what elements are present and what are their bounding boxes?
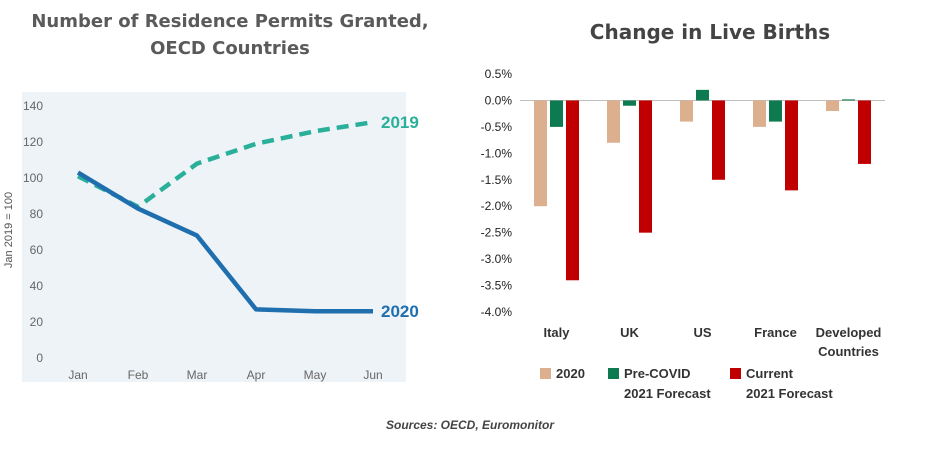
- live-births-bar-chart: 0.5% 0.0% -0.5% -1.0% -1.5% -2.0% -2.5% -3.0% -3…: [481, 67, 885, 359]
- right-x-category-label: Developed: [816, 325, 882, 340]
- bar-france-s1: [769, 100, 782, 122]
- legend-swatch-2020: [540, 368, 551, 379]
- series-end-label-2019: 2019: [381, 113, 419, 132]
- bar-developed-countries-s2: [858, 100, 871, 164]
- left-x-tick-label: Jan: [68, 368, 87, 382]
- left-chart-y-axis-label: Jan 2019 = 100: [3, 192, 15, 268]
- bar-developed-countries-s1: [842, 99, 855, 101]
- right-y-tick-label: 0.0%: [485, 93, 513, 107]
- right-x-category-label: US: [693, 325, 711, 340]
- right-y-tick-label: -1.5%: [481, 173, 513, 187]
- right-y-tick-label: -0.5%: [481, 120, 513, 134]
- left-chart-plot-background: [22, 92, 406, 382]
- right-y-tick-label: -1.0%: [481, 146, 513, 160]
- left-chart-title-line1: Number of Residence Permits Granted,: [31, 11, 429, 32]
- left-chart-title-line2: OECD Countries: [150, 38, 310, 59]
- legend-label-current-line2: 2021 Forecast: [746, 386, 833, 401]
- left-x-tick-label: May: [304, 368, 327, 382]
- right-x-category-label: Countries: [818, 344, 879, 359]
- right-y-tick-label: -2.5%: [481, 226, 513, 240]
- left-y-tick-label: 80: [30, 207, 44, 221]
- bar-france-s0: [753, 100, 766, 127]
- left-y-tick-label: 60: [30, 243, 44, 257]
- legend-label-precovid-line1: Pre-COVID: [624, 366, 691, 381]
- right-y-tick-label: -3.5%: [481, 279, 513, 293]
- sources-note: Sources: OECD, Euromonitor: [385, 418, 555, 432]
- left-y-tick-label: 100: [23, 171, 43, 185]
- bar-italy-s1: [550, 100, 563, 127]
- legend-label-current-line1: Current: [746, 366, 793, 381]
- left-y-tick-label: 40: [30, 279, 44, 293]
- bar-us-s2: [712, 100, 725, 180]
- right-chart-legend: 2020 Pre-COVID 2021 Forecast Current 202…: [540, 364, 900, 408]
- left-y-tick-label: 0: [36, 351, 43, 365]
- bar-us-s1: [696, 89, 709, 101]
- right-x-category-label: France: [754, 325, 797, 340]
- left-y-tick-label: 120: [23, 135, 43, 149]
- bar-italy-s2: [566, 100, 579, 281]
- right-x-category-label: Italy: [543, 325, 570, 340]
- left-x-tick-label: Feb: [128, 368, 149, 382]
- legend-swatch-current: [730, 368, 741, 379]
- bar-developed-countries-s0: [826, 100, 839, 112]
- left-y-tick-label: 20: [30, 315, 44, 329]
- right-chart-title: Change in Live Births: [589, 20, 831, 44]
- right-y-tick-label: -4.0%: [481, 305, 513, 319]
- left-x-tick-label: Apr: [247, 368, 266, 382]
- right-y-tick-label: -2.0%: [481, 199, 513, 213]
- legend-label-precovid-line2: 2021 Forecast: [624, 386, 711, 401]
- left-y-tick-label: 140: [23, 99, 43, 113]
- legend-label-2020: 2020: [556, 366, 585, 381]
- right-x-category-label: UK: [620, 325, 639, 340]
- left-chart-title: Number of Residence Permits Granted, OEC…: [20, 8, 440, 62]
- right-y-tick-label: -3.0%: [481, 252, 513, 266]
- bar-uk-s1: [623, 100, 636, 106]
- bar-italy-s0: [534, 100, 547, 207]
- series-line-2020: [76, 170, 373, 314]
- series-line-2019: [76, 119, 374, 210]
- residence-permits-line-chart: 0 20 40 60 80 100 120 140 Jan Feb Mar Apr May Jun Ja…: [3, 92, 419, 382]
- legend-swatch-precovid: [608, 368, 619, 379]
- bar-us-s0: [680, 100, 693, 122]
- bar-france-s2: [785, 100, 798, 191]
- right-y-tick-label: 0.5%: [485, 67, 513, 81]
- left-x-tick-label: Jun: [363, 368, 382, 382]
- left-x-tick-label: Mar: [187, 368, 208, 382]
- series-end-label-2020: 2020: [381, 302, 419, 321]
- bar-uk-s2: [639, 100, 652, 233]
- bar-uk-s0: [607, 100, 620, 143]
